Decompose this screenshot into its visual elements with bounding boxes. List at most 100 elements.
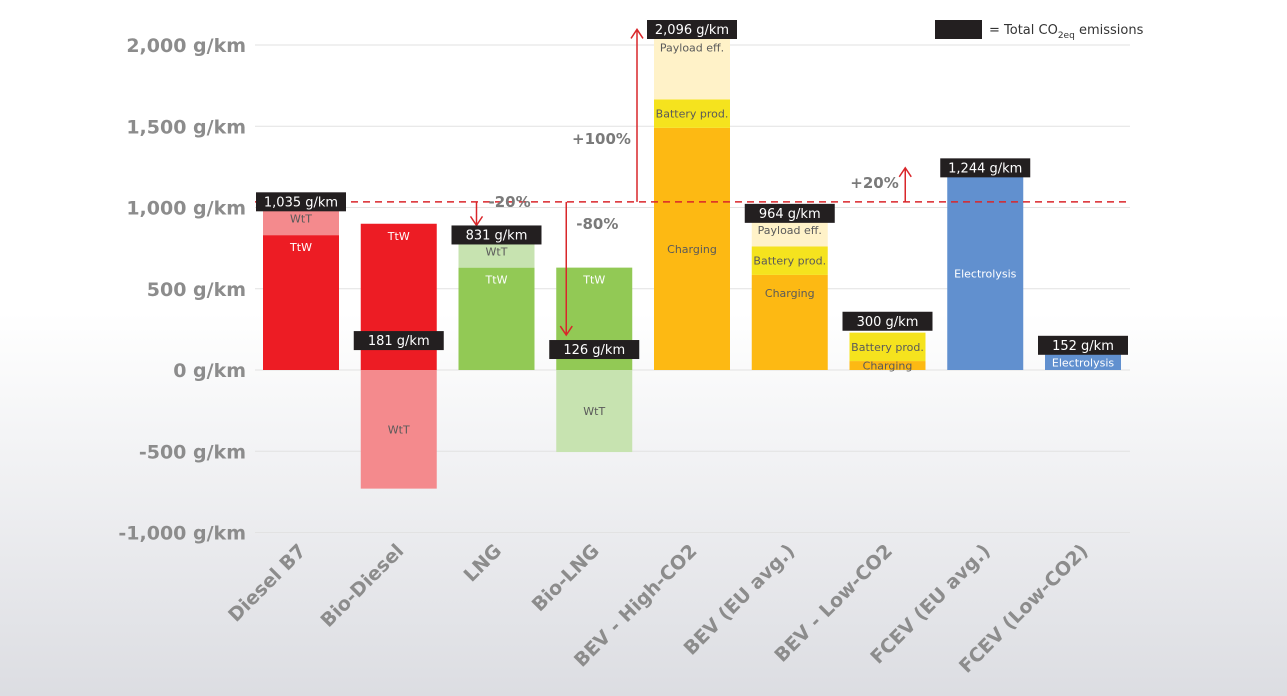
y-tick-label: 1,000 g/km (126, 198, 246, 220)
y-tick-label: 2,000 g/km (126, 35, 246, 57)
annotations: -20% -80% +100% +20% (469, 28, 912, 337)
total-label-box (256, 192, 346, 212)
y-axis: 2,000 g/km 1,500 g/km 1,000 g/km 500 g/km 0 … (118, 35, 246, 545)
annotation-arrow: -80% (559, 201, 618, 337)
bar-2: TtW WtT (458, 234, 535, 370)
total-label-text: 831 g/km (466, 228, 528, 243)
bar-segment (751, 274, 828, 370)
x-tick-label: LNG (460, 540, 506, 586)
segment-label: WtT (290, 212, 312, 225)
bar-8: Electrolysis (1045, 354, 1121, 370)
legend-text-suffix: emissions (1075, 23, 1144, 38)
y-tick-label: 1,500 g/km (126, 116, 246, 138)
bars: TtW WtT WtT TtW TtW WtT WtT TtW Charging Battery … (263, 29, 1121, 489)
x-tick-label: Diesel B7 (224, 540, 310, 626)
bar-6: Charging Battery prod. (849, 332, 926, 373)
legend-text-prefix: = Total CO (989, 23, 1058, 38)
bar-segment (1045, 354, 1121, 370)
arrow-head (559, 325, 573, 337)
total-label-box (940, 158, 1031, 178)
percent-change-label: -80% (576, 215, 618, 233)
segment-label: Battery prod. (753, 255, 826, 268)
bar-segment (360, 370, 437, 489)
bar-segment (849, 361, 926, 370)
segment-label: TtW (387, 230, 410, 243)
total-label-0: 1,035 g/km (256, 192, 346, 212)
percent-change-label: +100% (572, 130, 631, 148)
segment-label: Charging (765, 287, 815, 300)
percent-change-label: -20% (489, 193, 531, 211)
segment-label: WtT (486, 245, 508, 258)
arrow-head (630, 28, 644, 39)
bar-segment (458, 267, 535, 370)
segment-label: Payload eff. (660, 41, 724, 54)
y-tick-label: -500 g/km (139, 441, 246, 463)
segment-label: Electrolysis (1052, 356, 1114, 369)
total-label-1: 181 g/km (353, 331, 444, 351)
arrow-head (898, 166, 912, 178)
bar-segment (947, 176, 1024, 370)
bar-segment (263, 235, 339, 370)
total-label-2: 831 g/km (451, 225, 542, 245)
total-label-text: 181 g/km (368, 334, 430, 349)
bar-5: Charging Battery prod. Payload eff. (751, 213, 828, 370)
total-label-8: 152 g/km (1038, 335, 1128, 355)
total-label-text: 126 g/km (563, 343, 625, 358)
bar-0: TtW WtT (263, 201, 339, 370)
bar-segment (751, 246, 828, 275)
segment-label: Battery prod. (851, 341, 924, 354)
segment-label: TtW (289, 241, 312, 254)
total-label-text: 964 g/km (759, 207, 821, 222)
bar-segment (654, 29, 730, 100)
bar-1: WtT TtW (360, 223, 437, 489)
legend-text-sub: 2eq (1058, 31, 1075, 41)
segment-label: Battery prod. (656, 108, 729, 121)
y-tick-label: 0 g/km (173, 360, 246, 382)
y-tick-label: 500 g/km (147, 279, 246, 301)
total-labels: 1,035 g/km 181 g/km 831 g/km 126 g/km 2,096 … (256, 20, 1128, 360)
total-label-text: 152 g/km (1052, 339, 1114, 354)
segment-label: Charging (863, 360, 913, 373)
total-label-box (647, 20, 737, 39)
segment-label: Payload eff. (758, 224, 822, 237)
total-label-7: 1,244 g/km (940, 158, 1031, 178)
bar-7: Electrolysis (947, 176, 1024, 370)
total-label-text: 2,096 g/km (655, 23, 729, 38)
total-label-box (549, 340, 640, 360)
bar-segment (556, 370, 633, 453)
y-tick-label: -1,000 g/km (118, 523, 246, 545)
bar-segment (849, 332, 926, 362)
total-label-6: 300 g/km (842, 311, 933, 331)
total-label-text: 300 g/km (857, 315, 919, 330)
total-label-4: 2,096 g/km (647, 20, 737, 39)
bar-segment (654, 127, 730, 370)
total-label-box (1038, 335, 1128, 355)
bar-segment (654, 99, 730, 128)
legend-label: = Total CO2eq emissions (989, 23, 1144, 41)
total-label-box (451, 225, 542, 245)
total-label-box (353, 331, 444, 351)
segment-label: WtT (388, 423, 410, 436)
bar-4: Charging Battery prod. Payload eff. (654, 29, 730, 370)
legend: = Total CO2eq emissions (935, 20, 1144, 41)
x-tick-label: Bio-LNG (528, 540, 604, 616)
segment-label: WtT (583, 405, 605, 418)
total-label-text: 1,035 g/km (264, 195, 338, 210)
segment-label: Charging (667, 243, 717, 256)
arrow-head (469, 215, 484, 227)
percent-change-label: +20% (850, 174, 898, 192)
annotation-arrow: -20% (469, 193, 531, 227)
bar-3: WtT TtW (556, 267, 633, 453)
total-label-3: 126 g/km (549, 340, 640, 360)
total-label-5: 964 g/km (744, 203, 835, 223)
legend-swatch (935, 20, 982, 39)
segment-label: Electrolysis (954, 267, 1016, 280)
annotation-arrow: +20% (850, 166, 912, 202)
total-label-text: 1,244 g/km (948, 161, 1022, 176)
total-label-box (744, 203, 835, 223)
segment-label: TtW (582, 274, 605, 287)
x-tick-label: Bio-Diesel (316, 540, 408, 632)
total-label-box (842, 311, 933, 331)
